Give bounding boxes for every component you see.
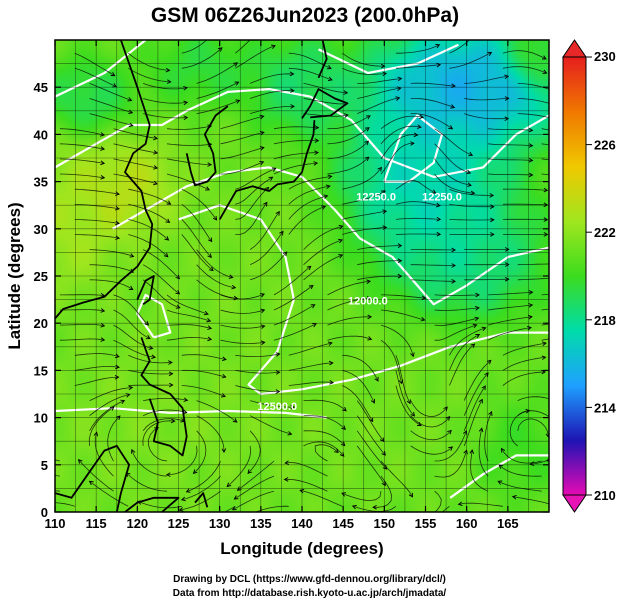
contour-label: 12000.0 [348, 295, 388, 307]
y-tick-label: 15 [34, 363, 48, 378]
x-tick-label: 150 [373, 516, 395, 531]
credit-dcl: Drawing by DCL (https://www.gfd-dennou.o… [173, 574, 446, 585]
grid-lines [55, 40, 549, 512]
x-tick-label: 145 [332, 516, 354, 531]
colorbar-bottom-arrow [562, 494, 587, 513]
y-tick-label: 20 [34, 316, 48, 331]
x-tick-label: 155 [415, 516, 437, 531]
y-axis-label: Latitude (degrees) [5, 202, 24, 349]
y-tick-label: 5 [41, 458, 48, 473]
y-tick-label: 0 [41, 505, 48, 520]
colorbar-tick-label: 218 [594, 313, 616, 328]
y-axis-ticks: 0 5 10 15 20 25 30 35 40 45 [34, 80, 549, 520]
y-tick-label: 40 [34, 127, 48, 142]
y-tick-label: 25 [34, 269, 48, 284]
y-tick-label: 30 [34, 222, 48, 237]
x-tick-label: 115 [86, 516, 107, 531]
x-axis-label: Longitude (degrees) [220, 539, 383, 558]
contour-label: 12250.0 [422, 191, 462, 203]
x-tick-label: 160 [456, 516, 478, 531]
contour-label: 12250.0 [356, 191, 396, 203]
x-tick-label: 110 [45, 516, 66, 531]
contour-label: 12500.0 [257, 401, 297, 413]
credit-data: Data from http://database.rish.kyoto-u.a… [172, 588, 447, 599]
x-tick-label: 120 [126, 516, 148, 531]
colorbar-tick-label: 222 [594, 225, 616, 240]
x-tick-label: 125 [168, 516, 190, 531]
colorbar-tick-label: 210 [594, 488, 616, 503]
streamlines [55, 40, 549, 512]
colorbar-bar [562, 56, 587, 496]
x-tick-label: 165 [497, 516, 519, 531]
colorbar-tick-label: 226 [594, 138, 616, 153]
y-tick-label: 10 [34, 411, 48, 426]
chart-title: GSM 06Z26Jun2023 (200.0hPa) [151, 4, 459, 27]
contour-labels: 12500.0 12250.0 12250.0 12000.0 [257, 191, 461, 413]
plot-area: 12500.0 12250.0 12250.0 12000.0 [55, 40, 549, 512]
x-axis-ticks: 110 115 120 125 130 135 140 145 150 155 160 165 [45, 40, 519, 531]
x-tick-label: 130 [209, 516, 231, 531]
colorbar-tick-label: 230 [594, 49, 616, 64]
y-tick-label: 45 [34, 80, 48, 95]
colorbar-tick-label: 214 [594, 400, 616, 415]
x-tick-label: 140 [291, 516, 313, 531]
colorbar-top-arrow [562, 39, 587, 58]
colorbar: 210 214 218 222 226 230 [562, 39, 616, 513]
y-tick-label: 35 [34, 175, 48, 190]
x-tick-label: 135 [250, 516, 272, 531]
